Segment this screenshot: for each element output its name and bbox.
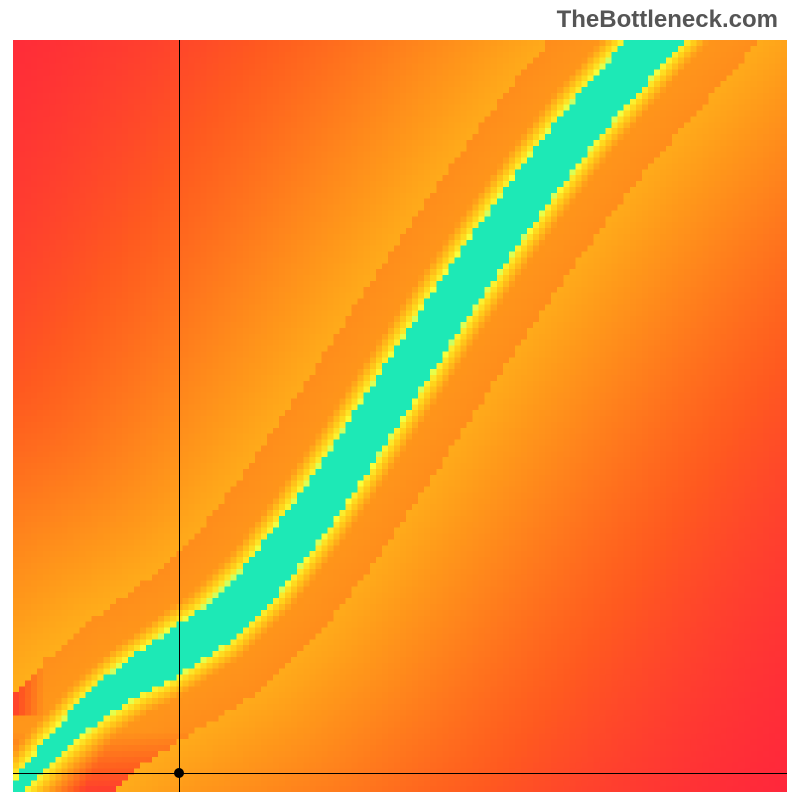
crosshair-vertical [179, 40, 180, 792]
chart-container: TheBottleneck.com [0, 0, 800, 800]
crosshair-horizontal [13, 773, 787, 774]
bottleneck-heatmap [13, 40, 787, 792]
watermark-text: TheBottleneck.com [557, 6, 778, 34]
